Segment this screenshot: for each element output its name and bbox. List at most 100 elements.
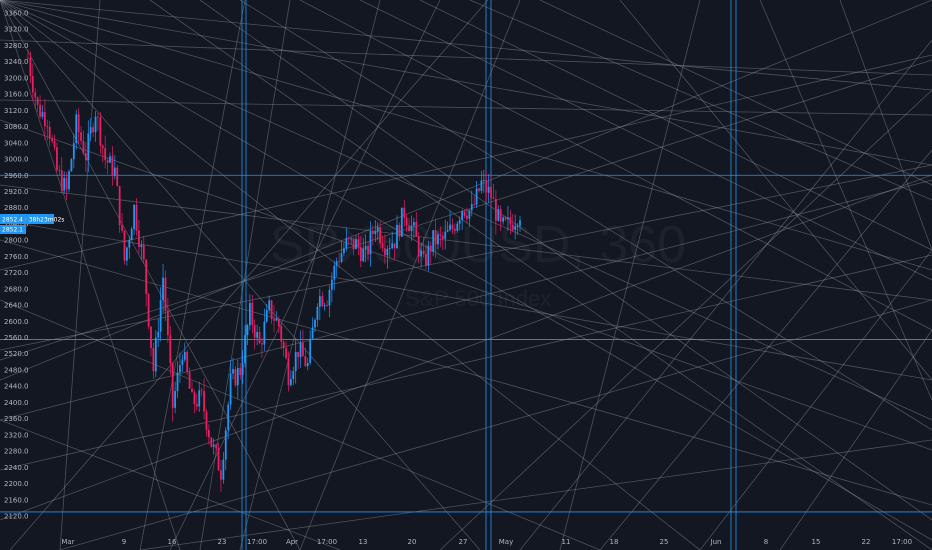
candle-body [314,319,316,328]
candle-body [415,222,418,237]
candle-body [68,171,70,190]
price-tick-label: 2160.0 [4,496,29,504]
candle-body [386,248,389,256]
candle-body [101,145,104,149]
candle-body [359,247,362,262]
candle-body [215,444,218,449]
candle-body [463,211,466,216]
fan-line [0,184,932,301]
fan-line [419,0,932,251]
price-tick-label: 3240.0 [4,58,29,66]
time-tick-label: 23 [218,538,227,546]
price-tick-label: 2880.0 [4,204,29,212]
price-tick-label: 2240.0 [4,464,29,472]
candle-body [224,430,227,460]
time-tick-label: 27 [459,538,468,546]
candle-body [400,207,403,237]
candle-body [251,302,254,325]
time-tick-label: 15 [812,538,821,546]
price-tick-label: 3360.0 [4,10,29,18]
time-axis[interactable]: Mar 9 16 23 17:00 Apr 17:00 13 20 27 May 11 18 25 Jun 8… [61,538,912,546]
fan-line [0,0,932,91]
candle-body [265,310,268,322]
candle-body [316,306,319,320]
watermark-description: S&P 500 Index [405,286,551,311]
candle-body [53,141,56,148]
fan-line [0,0,481,550]
price-tick-label: 2320.0 [4,431,29,439]
candle-body [352,238,355,250]
candle-body [304,356,307,367]
candle-body [232,369,234,374]
candle-body [154,337,157,372]
candle-body [318,296,321,307]
candle-body [188,372,191,389]
fan-line [59,299,932,550]
candle-body [299,342,302,358]
candle-body [248,302,251,326]
candle-body [480,180,483,191]
candle-body [104,148,107,161]
candle-body [408,225,410,231]
candle-body [280,326,283,342]
time-tick-label: May [499,538,513,546]
candle-body [422,250,425,255]
candle-body [135,204,138,231]
candle-body [340,253,343,262]
candle-body [429,245,432,252]
price-tick-label: 2640.0 [4,302,29,310]
fan-line [599,149,932,550]
fan-line [199,0,291,550]
candle-body [458,220,461,224]
fan-line [0,59,932,361]
candle-body [367,245,369,255]
candle-body [441,235,444,239]
fan-line [239,0,932,431]
candle-body [222,459,225,480]
candle-body [451,224,454,229]
time-tick-label: 9 [122,538,126,546]
candle-body [425,254,427,266]
candle-body [490,186,492,198]
price-tick-label: 2360.0 [4,415,29,423]
candle-body [285,348,287,359]
candle-body [138,230,140,248]
candle-body [92,127,95,133]
candle-body [338,261,341,263]
candle-body [323,304,326,307]
fan-line [519,39,932,550]
candle-body [121,225,123,231]
fan-line [0,239,932,506]
candle-body [453,228,456,231]
candle-body [263,321,266,345]
candle-body [169,335,172,364]
candle-body [456,223,459,231]
candle-body [497,209,500,221]
candle-body [514,226,517,230]
price-axis[interactable]: 3360.0 3320.0 3280.0 3240.0 3200.0 3160.0 3120… [4,10,29,521]
candle-body [198,390,201,407]
price-tick-label: 2440.0 [4,383,29,391]
candle-body [186,351,189,373]
fan-line [0,54,932,271]
candle-body [309,338,312,364]
candle-body [31,76,34,93]
candle-body [80,132,82,141]
candle-body [123,230,126,261]
fan-line [839,0,932,251]
candle-body [113,167,116,176]
candle-body [277,318,280,327]
candle-body [29,57,32,77]
candle-body [494,199,497,221]
fan-line [0,99,932,116]
candle-body [434,230,437,245]
candle-body [412,222,415,226]
fan-line [0,179,932,421]
candle-body [118,186,121,226]
candle-body [48,126,51,139]
time-tick-label: 20 [408,538,417,546]
